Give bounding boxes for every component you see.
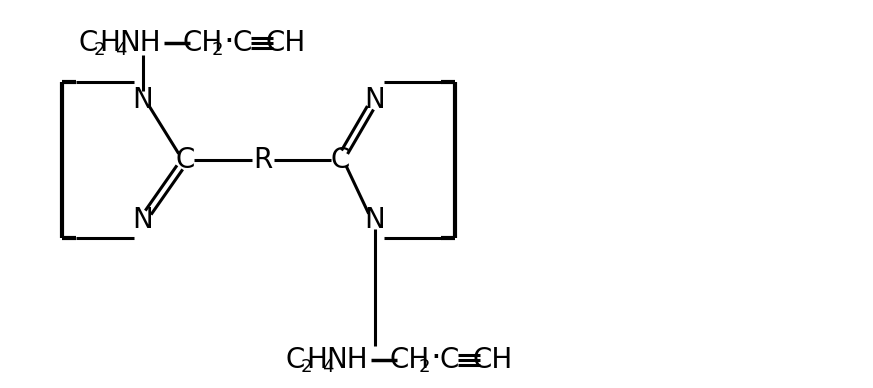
Text: C: C: [175, 146, 195, 174]
Text: C: C: [439, 346, 458, 374]
Text: R: R: [253, 146, 272, 174]
Text: NH: NH: [120, 29, 161, 57]
Text: N: N: [133, 206, 154, 234]
Text: 2: 2: [93, 41, 105, 59]
Text: C: C: [232, 29, 251, 57]
Text: CH: CH: [266, 29, 306, 57]
Text: H: H: [100, 29, 120, 57]
Text: 4: 4: [115, 41, 127, 59]
Text: CH: CH: [473, 346, 513, 374]
Text: ·: ·: [223, 26, 234, 59]
Text: CH: CH: [182, 29, 223, 57]
Text: 2: 2: [211, 41, 223, 59]
Text: 2: 2: [300, 358, 312, 376]
Text: C: C: [79, 29, 98, 57]
Text: C: C: [330, 146, 350, 174]
Text: N: N: [365, 86, 385, 114]
Text: N: N: [133, 86, 154, 114]
Text: H: H: [306, 346, 327, 374]
Text: C: C: [285, 346, 305, 374]
Text: 4: 4: [322, 358, 333, 376]
Text: 2: 2: [418, 358, 430, 376]
Text: NH: NH: [327, 346, 368, 374]
Text: CH: CH: [390, 346, 430, 374]
Text: N: N: [365, 206, 385, 234]
Text: ·: ·: [430, 343, 442, 376]
